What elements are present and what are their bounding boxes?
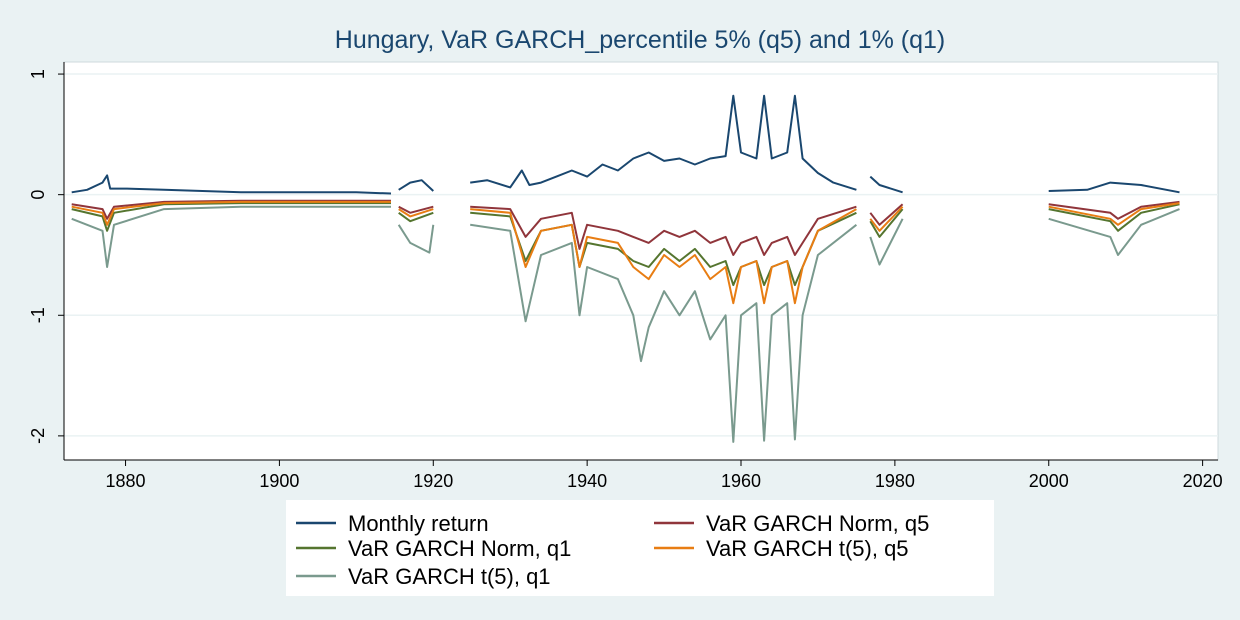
legend-box [286, 500, 994, 596]
series-line-4 [869, 218, 904, 266]
axes: 1 0 -1 -2 1880 1900 1920 1940 1960 1980 2000 2020 [28, 62, 1223, 491]
x-tick-label: 1940 [567, 471, 607, 491]
legend-label: VaR GARCH Norm, q5 [706, 511, 929, 536]
series-line-0 [1048, 181, 1180, 194]
series-line-0 [869, 175, 903, 194]
series-line-4 [71, 205, 391, 268]
series-line-4 [397, 224, 435, 254]
y-tick-label: -1 [28, 307, 48, 323]
series-line-3 [470, 208, 857, 305]
series-line-1 [470, 205, 857, 256]
x-tick-label: 1960 [721, 471, 761, 491]
series-line-1 [71, 199, 391, 220]
series-line-1 [869, 203, 904, 226]
legend-label: Monthly return [348, 511, 489, 536]
grid-lines [64, 73, 1218, 437]
series-line-0 [71, 174, 392, 195]
y-tick-label: -2 [28, 428, 48, 444]
series-line-3 [1048, 202, 1180, 226]
series-lines [71, 94, 1180, 443]
series-line-1 [1048, 200, 1180, 220]
series-line-1 [398, 205, 434, 214]
series-line-0 [470, 94, 857, 191]
chart-title: Hungary, VaR GARCH_percentile 5% (q5) an… [335, 26, 945, 54]
x-tick-label: 1900 [259, 471, 299, 491]
plot-area [63, 61, 1219, 461]
series-line-3 [869, 206, 904, 232]
series-line-2 [398, 211, 434, 223]
legend-label: VaR GARCH t(5), q5 [706, 536, 909, 561]
series-line-3 [71, 200, 391, 226]
series-line-4 [1048, 208, 1180, 256]
series-line-0 [398, 179, 434, 192]
x-tick-label: 1880 [106, 471, 146, 491]
y-tick-label: 1 [28, 69, 48, 79]
series-line-3 [398, 208, 434, 218]
legend-label: VaR GARCH t(5), q1 [348, 564, 551, 589]
x-tick-label: 2000 [1029, 471, 1069, 491]
series-line-2 [869, 208, 904, 238]
series-line-4 [470, 223, 858, 443]
x-tick-label: 2020 [1183, 471, 1223, 491]
legend-label: VaR GARCH Norm, q1 [348, 536, 571, 561]
y-tick-label: 0 [28, 190, 48, 200]
series-line-2 [1048, 203, 1180, 232]
series-line-2 [71, 202, 391, 232]
x-tick-label: 1920 [413, 471, 453, 491]
x-tick-label: 1980 [875, 471, 915, 491]
